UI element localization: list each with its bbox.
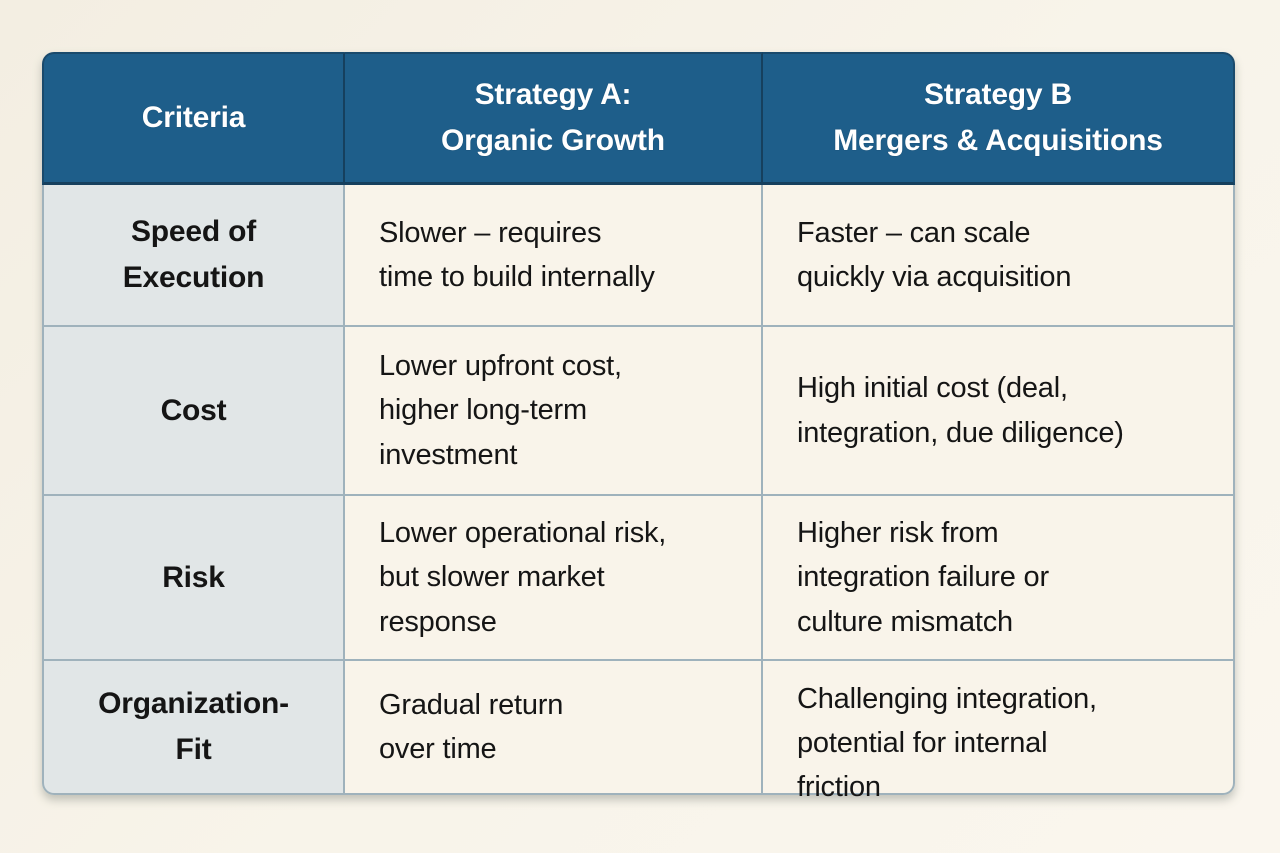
- header-cell-strategy-b: Strategy B Mergers & Acquisitions: [763, 52, 1235, 185]
- cell-orgfit-strategy-a: Gradual return over time: [345, 661, 763, 795]
- header-cell-criteria: Criteria: [42, 52, 345, 185]
- cell-text: Faster – can scale quickly via acquisiti…: [797, 216, 1072, 293]
- cell-cost-strategy-b: High initial cost (deal, integration, du…: [763, 327, 1235, 496]
- cell-orgfit-strategy-b: Challenging integration, potential for i…: [763, 661, 1235, 803]
- header-label: Criteria: [141, 101, 246, 135]
- header-cell-strategy-a: Strategy A: Organic Growth: [345, 52, 763, 185]
- cell-risk-strategy-a: Lower operational risk, but slower marke…: [345, 496, 763, 661]
- row-label-speed-of-execution: Speed of Execution: [42, 185, 345, 327]
- row-label-cost: Cost: [42, 327, 345, 496]
- cell-text: Lower upfront cost, higher long-term inv…: [379, 350, 622, 471]
- header-label: Strategy B Mergers & Acquisitions: [833, 78, 1163, 157]
- header-label: Strategy A: Organic Growth: [441, 78, 665, 157]
- row-label-text: Cost: [160, 393, 227, 427]
- cell-text: Lower operational risk, but slower marke…: [379, 517, 667, 638]
- cell-text: Gradual return over time: [379, 688, 564, 765]
- row-label-text: Speed of Execution: [122, 215, 265, 294]
- comparison-table: Criteria Strategy A: Organic Growth Stra…: [42, 52, 1235, 803]
- cell-text: Slower – requires time to build internal…: [379, 216, 655, 293]
- cell-speed-strategy-b: Faster – can scale quickly via acquisiti…: [763, 185, 1235, 327]
- cell-cost-strategy-a: Lower upfront cost, higher long-term inv…: [345, 327, 763, 496]
- cell-text: Higher risk from integration failure or …: [797, 517, 1049, 638]
- row-label-text: Risk: [162, 560, 225, 594]
- row-label-risk: Risk: [42, 496, 345, 661]
- row-label-organization-fit: Organization- Fit: [42, 661, 345, 795]
- cell-text: High initial cost (deal, integration, du…: [797, 372, 1124, 449]
- row-label-text: Organization- Fit: [98, 687, 289, 766]
- cell-speed-strategy-a: Slower – requires time to build internal…: [345, 185, 763, 327]
- cell-text: Challenging integration, potential for i…: [797, 683, 1097, 804]
- cell-risk-strategy-b: Higher risk from integration failure or …: [763, 496, 1235, 661]
